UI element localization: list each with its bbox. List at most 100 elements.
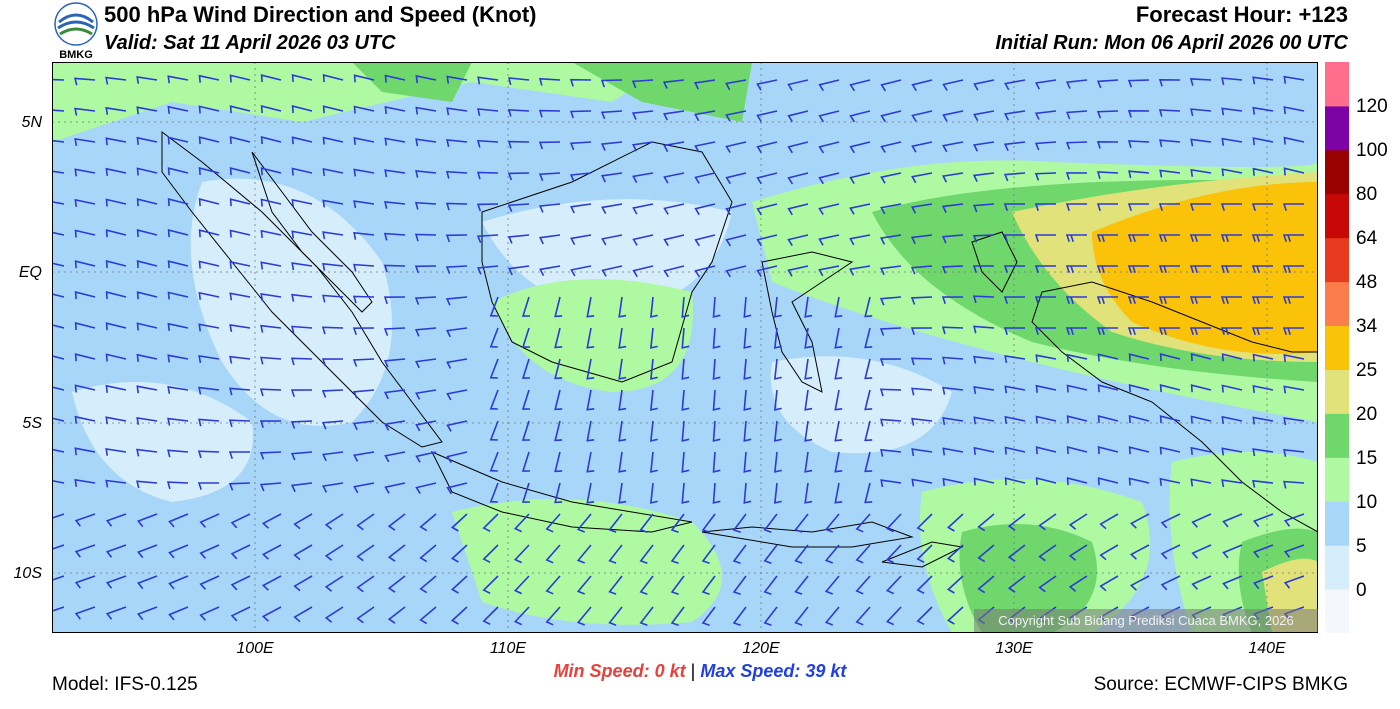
wind-barb <box>972 295 995 304</box>
wind-barb <box>545 575 561 595</box>
wind-barb <box>864 296 873 318</box>
wind-barb <box>507 108 530 117</box>
wind-barb <box>818 172 840 185</box>
wind-barb <box>228 451 250 459</box>
wind-barb <box>911 478 933 487</box>
wind-barb <box>824 575 840 595</box>
wind-barb <box>384 482 406 494</box>
wind-barb <box>415 482 437 495</box>
wind-barb <box>136 544 158 559</box>
model-name: Model: IFS-0.125 <box>52 674 198 695</box>
wind-barb <box>1096 234 1118 242</box>
wind-barb <box>105 544 127 558</box>
wind-barb <box>725 141 747 153</box>
wind-barb <box>1190 478 1212 487</box>
wind-barb <box>818 110 840 123</box>
wind-barb <box>52 109 65 112</box>
wind-barb <box>1252 106 1274 115</box>
wind-barb <box>794 606 809 626</box>
wind-barb <box>445 265 468 274</box>
lat-label-5s: 5S <box>22 415 42 432</box>
wind-barb <box>1220 234 1242 242</box>
wind-barb <box>834 358 843 380</box>
wind-barb <box>414 201 437 210</box>
wind-barb <box>1004 446 1026 455</box>
wind-barb <box>168 544 189 559</box>
wind-barb <box>521 482 531 503</box>
wind-barb <box>261 606 282 622</box>
wind-barb <box>787 79 809 91</box>
wind-barb <box>743 358 752 380</box>
wind-barb <box>446 451 468 464</box>
wind-barb <box>415 420 437 432</box>
wind-barb <box>681 327 690 349</box>
wind-barb <box>198 74 220 83</box>
wind-barb <box>1065 110 1088 120</box>
wind-barb <box>198 260 220 269</box>
wind-barb <box>818 203 840 216</box>
wind-barb <box>732 513 747 534</box>
wind-barb <box>387 544 406 562</box>
wind-barb <box>824 544 840 564</box>
wind-map <box>52 62 1318 633</box>
wind-barb <box>322 451 344 462</box>
wind-barb <box>383 264 406 273</box>
wind-barb <box>570 265 592 277</box>
wind-barb <box>321 358 344 367</box>
wind-barb <box>973 446 995 455</box>
wind-barb <box>261 575 282 591</box>
wind-barb <box>1128 446 1150 455</box>
wind-barb <box>773 482 782 504</box>
wind-barb <box>52 386 65 391</box>
wind-barb <box>291 198 313 207</box>
wind-barb <box>885 606 902 626</box>
wind-barb <box>631 110 654 120</box>
wind-barb <box>1222 544 1243 559</box>
wind-barb <box>198 198 220 207</box>
wind-barb <box>1068 575 1088 592</box>
wind-barb <box>756 265 778 278</box>
wind-barb <box>507 234 530 244</box>
wind-barb <box>1034 265 1056 273</box>
wind-barb <box>586 451 595 473</box>
wind-barb <box>600 110 623 120</box>
wind-barb <box>804 420 813 442</box>
wind-barb <box>880 141 902 153</box>
wind-barb <box>229 387 251 396</box>
wind-barb <box>1004 355 1026 364</box>
wind-barb <box>725 79 747 91</box>
wind-barb <box>168 606 189 621</box>
wind-barb <box>52 355 65 360</box>
wind-barb <box>387 606 406 624</box>
wind-barb <box>476 139 499 148</box>
wind-barb <box>198 291 220 300</box>
wind-barb <box>1128 415 1150 424</box>
wind-barb <box>1190 138 1212 147</box>
wind-barb <box>569 110 592 119</box>
lon-label-140e: 140E <box>1248 640 1286 657</box>
wind-barb <box>260 229 282 238</box>
wind-barb <box>1035 477 1057 486</box>
wind-barb <box>701 513 716 534</box>
wind-barb <box>1004 79 1026 91</box>
wind-barb <box>1252 76 1274 85</box>
wind-barb <box>670 606 685 627</box>
wind-barb <box>972 172 995 183</box>
wind-barb <box>1129 575 1150 591</box>
wind-barb <box>167 260 189 269</box>
wind-barb <box>681 296 690 318</box>
wind-barb <box>229 105 251 114</box>
wind-barb <box>973 386 995 395</box>
wind-barb <box>477 108 499 116</box>
wind-barb <box>1099 575 1119 592</box>
wind-barb <box>384 389 406 400</box>
wind-barb <box>649 296 658 318</box>
wind-barb <box>228 419 251 428</box>
wind-barb <box>1066 477 1088 486</box>
wind-barb <box>601 265 623 277</box>
colorbar-label-0: 0 <box>1356 580 1367 601</box>
wind-barb <box>74 478 96 487</box>
wind-barb <box>260 136 282 145</box>
wind-barb <box>586 327 595 349</box>
wind-barb <box>1190 384 1212 393</box>
